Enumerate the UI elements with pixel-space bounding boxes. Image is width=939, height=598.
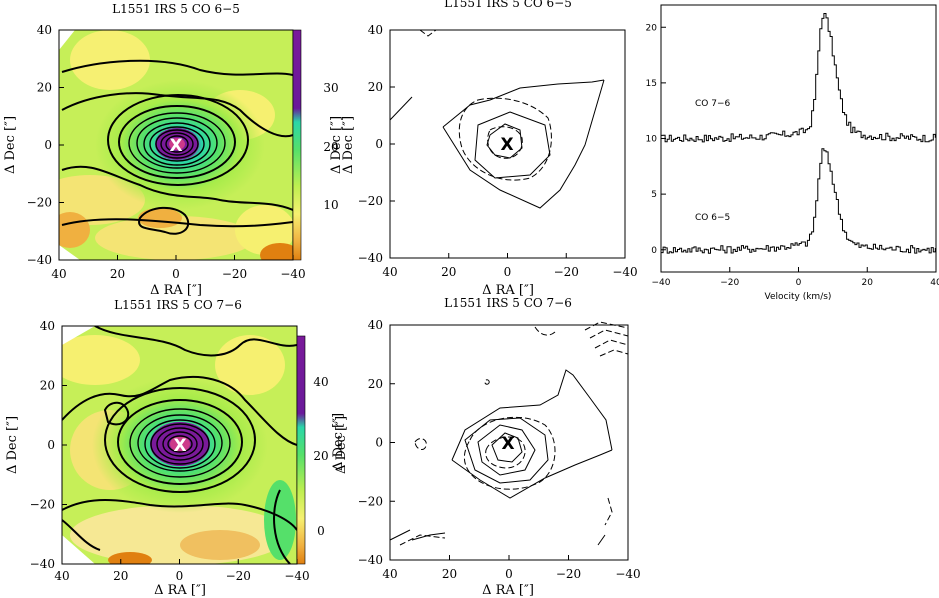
- panel-title: L1551 IRS 5 CO 7−6: [114, 298, 242, 312]
- series-label: CO 7−6: [695, 99, 730, 109]
- x-tick-label: 0: [172, 267, 180, 281]
- y-tick-label: 0: [375, 436, 383, 450]
- y-tick-label: 5: [651, 190, 657, 200]
- x-tick-label: −40: [615, 567, 640, 581]
- y-axis-label: Δ Dec [″]: [331, 413, 346, 471]
- x-tick-label: 20: [442, 567, 457, 581]
- y-tick-label: 40: [368, 23, 383, 37]
- x-tick-label: 0: [796, 278, 802, 288]
- spectrum-line: [661, 13, 936, 143]
- x-tick-label: 20: [110, 267, 125, 281]
- y-tick-label: 40: [40, 319, 55, 333]
- spectrum-line: [661, 148, 936, 254]
- y-tick-label: −40: [30, 557, 55, 571]
- panel-co76-contour: L1551 IRS 5 CO 7−6 X Δ RA [″]: [331, 296, 641, 598]
- x-axis-label: Δ RA [″]: [154, 583, 206, 598]
- colorbar: [297, 336, 305, 564]
- x-tick-label: 20: [113, 569, 128, 583]
- x-tick-label: 40: [54, 569, 69, 583]
- plot-frame: [389, 29, 626, 259]
- plot-frame: [660, 4, 937, 273]
- y-tick-label: 0: [651, 246, 657, 256]
- y-tick-label: −20: [358, 194, 383, 208]
- y-tick-label: 20: [37, 81, 52, 95]
- colorbar-tick: 0: [317, 524, 325, 538]
- source-marker: X: [169, 136, 182, 156]
- y-tick-label: 0: [44, 138, 52, 152]
- panel-title: L1551 IRS 5 CO 6−5: [112, 2, 240, 16]
- x-tick-label: 40: [382, 567, 397, 581]
- x-tick-label: −40: [284, 569, 309, 583]
- x-tick-label: 40: [930, 278, 939, 288]
- y-tick-label: 0: [47, 438, 55, 452]
- x-tick-label: 20: [862, 278, 874, 288]
- x-tick-label: 0: [504, 265, 512, 279]
- x-axis-label: Δ RA [″]: [150, 283, 202, 298]
- series-label: CO 6−5: [695, 213, 730, 223]
- x-tick-label: −40: [612, 265, 637, 279]
- source-marker: X: [500, 135, 513, 155]
- y-tick-label: 0: [375, 137, 383, 151]
- x-axis-label: Velocity (km/s): [765, 292, 832, 302]
- x-tick-label: −20: [222, 267, 247, 281]
- x-tick-label: −40: [280, 267, 305, 281]
- y-tick-label: −40: [358, 251, 383, 265]
- y-axis-label: Δ Dec [″]: [329, 116, 344, 174]
- source-marker: X: [501, 434, 514, 454]
- colorbar-tick: 10: [323, 198, 338, 212]
- contour-lines-negative: [399, 321, 629, 546]
- panel-spectra: CO 7−6 CO 6−5 Velocity (km/s) −40 −20 0 20 4…: [646, 4, 939, 302]
- y-tick-label: 15: [646, 79, 657, 89]
- colorbar-tick: 40: [313, 375, 328, 389]
- colorbar-tick: 20: [323, 140, 338, 154]
- x-tick-label: −20: [554, 265, 579, 279]
- x-tick-label: 40: [51, 267, 66, 281]
- y-tick-label: 20: [368, 377, 383, 391]
- colorbar-tick: 20: [313, 449, 328, 463]
- panel-co65-contour: L1551 IRS 5 CO 6−5 X Δ RA [″] Δ Dec [″] …: [329, 0, 638, 298]
- x-tick-label: −20: [556, 567, 581, 581]
- y-tick-label: 20: [368, 80, 383, 94]
- panel-co76-map: L1551 IRS 5 CO 7−6: [5, 298, 349, 598]
- y-tick-label: −20: [27, 196, 52, 210]
- heatmap-image: [62, 326, 297, 564]
- colorbar: [293, 30, 301, 260]
- y-tick-label: 20: [646, 23, 658, 33]
- x-tick-label: −20: [720, 278, 739, 288]
- y-axis-label: Δ Dec [″]: [5, 416, 20, 474]
- x-axis-label: Δ RA [″]: [482, 283, 534, 298]
- x-tick-label: 40: [382, 265, 397, 279]
- y-tick-label: −40: [27, 253, 52, 267]
- colorbar-label: Δ Dec [″]: [334, 416, 349, 474]
- y-tick-label: 10: [646, 135, 658, 145]
- x-tick-label: −40: [652, 278, 671, 288]
- heatmap-image: [59, 30, 293, 260]
- colorbar-label: Δ Dec [″]: [341, 116, 356, 174]
- y-tick-label: 20: [40, 379, 55, 393]
- source-marker: X: [173, 436, 186, 456]
- contour-lines-negative: [419, 29, 552, 181]
- panel-title: L1551 IRS 5 CO 7−6: [444, 296, 572, 310]
- panel-title: L1551 IRS 5 CO 6−5: [444, 0, 572, 10]
- x-tick-label: 0: [176, 569, 184, 583]
- y-tick-label: −20: [358, 494, 383, 508]
- panel-co65-map: L1551 IRS 5 CO 6−5: [3, 2, 356, 298]
- y-tick-label: 40: [37, 23, 52, 37]
- x-axis-label: Δ RA [″]: [482, 583, 534, 598]
- y-axis-label: Δ Dec [″]: [3, 116, 18, 174]
- colorbar-tick: 30: [323, 81, 338, 95]
- y-tick-label: −40: [358, 553, 383, 567]
- x-tick-label: 0: [505, 567, 513, 581]
- x-tick-label: −20: [226, 569, 251, 583]
- y-tick-label: −20: [30, 498, 55, 512]
- y-tick-label: 40: [368, 318, 383, 332]
- x-tick-label: 20: [441, 265, 456, 279]
